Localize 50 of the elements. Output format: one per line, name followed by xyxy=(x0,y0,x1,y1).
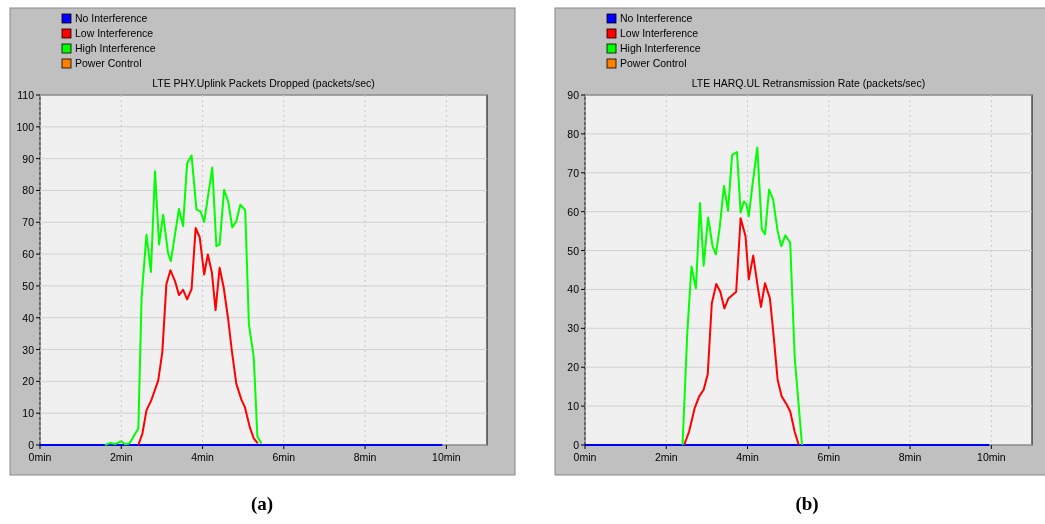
y-tick-label: 50 xyxy=(22,279,35,292)
y-tick-label: 90 xyxy=(22,152,35,165)
y-tick-label: 10 xyxy=(567,400,580,413)
x-tick-label: 2min xyxy=(654,451,678,463)
y-tick-label: 30 xyxy=(567,322,580,335)
text: (b) xyxy=(795,493,819,515)
chart-title: LTE HARQ.UL Retransmission Rate (packets/sec) xyxy=(691,77,926,89)
x-tick-label: 6min xyxy=(272,451,296,463)
y-tick-label: 20 xyxy=(22,375,35,388)
x-tick-label: 4min xyxy=(736,451,760,463)
x-tick-label: 0min xyxy=(28,451,52,463)
y-tick-label: 70 xyxy=(22,216,35,229)
text: (a) xyxy=(250,493,274,515)
x-tick-label: 6min xyxy=(817,451,841,463)
chart-title: LTE PHY.Uplink Packets Dropped (packets/sec) xyxy=(152,77,375,89)
y-tick-label: 50 xyxy=(567,244,580,257)
y-tick-label: 90 xyxy=(567,89,580,101)
legend-label: No Interference xyxy=(620,12,693,24)
y-tick-label: 40 xyxy=(567,283,580,296)
legend-label: No Interference xyxy=(75,12,148,24)
y-tick-label: 70 xyxy=(567,166,580,179)
legend-label: Power Control xyxy=(620,57,687,69)
y-tick-label: 100 xyxy=(16,120,35,133)
y-tick-label: 60 xyxy=(567,205,580,218)
y-tick-label: 30 xyxy=(22,343,35,356)
legend-label: Power Control xyxy=(75,57,142,69)
line-series xyxy=(683,217,800,446)
x-tick-label: 2min xyxy=(109,451,133,463)
legend-label: High Interference xyxy=(75,42,156,54)
y-tick-label: 20 xyxy=(567,361,580,374)
legend-label: Low Interference xyxy=(75,27,154,39)
line-series xyxy=(137,227,259,446)
line-series xyxy=(104,154,263,446)
y-tick-label: 40 xyxy=(22,311,35,324)
x-tick-label: 8min xyxy=(898,451,922,463)
x-tick-label: 4min xyxy=(191,451,215,463)
y-tick-label: 80 xyxy=(567,127,580,140)
y-tick-label: 10 xyxy=(22,407,35,420)
y-tick-label: 60 xyxy=(22,248,35,261)
x-tick-label: 0min xyxy=(573,451,597,463)
y-tick-label: 110 xyxy=(17,89,35,101)
line-series xyxy=(681,146,803,446)
y-tick-label: 0 xyxy=(573,439,580,451)
x-tick-label: 10min xyxy=(977,451,1006,463)
x-tick-label: 10min xyxy=(432,451,461,463)
y-tick-label: 80 xyxy=(22,184,35,197)
x-tick-label: 8min xyxy=(353,451,377,463)
legend-label: High Interference xyxy=(620,42,701,54)
legend-label: Low Interference xyxy=(620,27,699,39)
y-tick-label: 0 xyxy=(28,439,35,451)
